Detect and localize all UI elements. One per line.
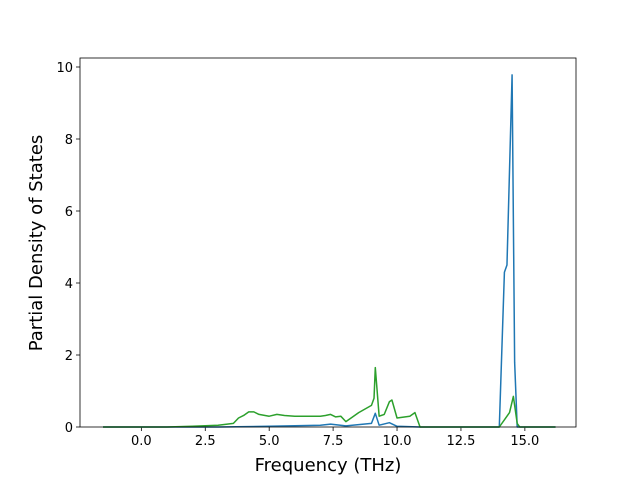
x-tick-label: 15.0 (510, 434, 539, 449)
y-tick-label: 8 (65, 133, 73, 148)
x-axis-label: Frequency (THz) (255, 455, 402, 476)
y-axis-label: Partial Density of States (26, 135, 47, 352)
x-tick-label: 12.5 (446, 434, 475, 449)
plot-frame (79, 57, 577, 428)
x-tick-label: 7.5 (323, 434, 344, 449)
y-tick-label: 10 (56, 61, 73, 76)
x-tick-label: 0.0 (131, 434, 152, 449)
y-tick-label: 0 (65, 421, 73, 436)
x-tick-label: 2.5 (195, 434, 216, 449)
x-tick-label: 10.0 (383, 434, 412, 449)
x-tick-label: 5.0 (259, 434, 280, 449)
series-line (103, 74, 556, 428)
series-line (103, 366, 556, 428)
y-tick-label: 4 (65, 277, 73, 292)
y-tick-label: 2 (65, 349, 73, 364)
y-tick-label: 6 (65, 205, 73, 220)
